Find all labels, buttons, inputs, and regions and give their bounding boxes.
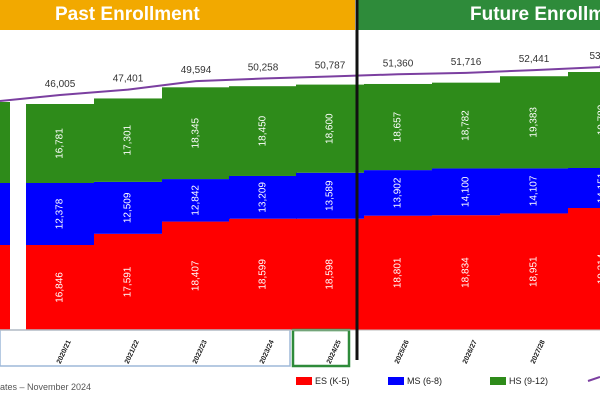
bar-segment-ms — [500, 168, 568, 214]
data-label-ms: 14,107 — [529, 175, 540, 206]
bar-segment-hs — [162, 87, 230, 180]
data-label-hs: 19,780 — [597, 104, 600, 135]
total-data-label: 47,401 — [113, 74, 144, 85]
bar-segment-hs — [229, 86, 297, 176]
bar-segment-hs — [94, 98, 162, 182]
data-label-hs: 18,345 — [191, 117, 202, 148]
data-label-es: 18,598 — [325, 259, 336, 290]
total-data-label: 50,787 — [315, 61, 346, 72]
data-label-ms: 12,842 — [191, 185, 202, 216]
bar-segment-ms — [432, 168, 500, 216]
data-label-ms: 12,378 — [55, 198, 66, 229]
x-tick-label: 2027/28 — [530, 339, 547, 365]
future-enrollment-banner: Future Enrollme — [358, 0, 600, 30]
legend-label-es: ES (K-5) — [315, 376, 350, 386]
bar-segment-es — [94, 233, 162, 330]
data-label-ms: 14,151 — [597, 172, 600, 203]
x-tick-label: 2024/25 — [326, 339, 343, 365]
data-label-ms: 13,589 — [325, 180, 336, 211]
data-label-es: 19,314 — [597, 253, 600, 284]
bar-segment-hs-partial — [0, 102, 10, 183]
bar-segment-ms — [364, 170, 432, 216]
data-label-es: 18,407 — [191, 260, 202, 291]
data-label-hs: 17,301 — [123, 124, 134, 155]
bar-segment-hs — [500, 76, 568, 169]
bar-segment-es — [432, 215, 500, 330]
legend-total-line — [587, 376, 600, 382]
bar-segment-hs — [432, 82, 500, 169]
source-note: ates – November 2024 — [0, 382, 92, 392]
data-label-es: 18,599 — [258, 259, 269, 290]
bar-segment-es — [229, 218, 297, 330]
total-enrollment-line — [0, 65, 600, 102]
legend-swatch-es — [296, 377, 312, 385]
x-tick-label: 2021/22 — [124, 339, 141, 365]
data-label-es: 17,591 — [123, 266, 134, 297]
bar-segment-ms — [229, 175, 297, 219]
legend-swatch-hs — [490, 377, 506, 385]
x-tick-label: 2023/24 — [259, 339, 276, 365]
bar-segment-es — [296, 218, 364, 330]
bar-segment-hs — [26, 104, 94, 183]
bar-segment-es — [26, 245, 94, 330]
data-label-es: 18,801 — [393, 257, 404, 288]
highlight-box-2024-25 — [291, 328, 351, 368]
future-enrollment-label: Future Enrollme — [470, 4, 600, 25]
data-label-ms: 14,100 — [461, 176, 472, 207]
total-data-label: 51,360 — [383, 58, 414, 69]
data-label-hs: 18,600 — [325, 113, 336, 144]
bar-segment-ms — [162, 179, 230, 222]
bar-segment-es — [568, 208, 600, 330]
past-enrollment-banner: Past Enrollment — [0, 0, 355, 30]
bar-segment-ms — [568, 168, 600, 208]
past-enrollment-label: Past Enrollment — [55, 4, 200, 25]
total-data-label: 49,594 — [181, 65, 212, 76]
bar-segment-es — [162, 221, 230, 330]
legend-item-ms: MS (6-8) — [388, 374, 442, 388]
data-label-es: 18,951 — [529, 256, 540, 287]
legend-swatch-ms — [388, 377, 404, 385]
data-label-es: 18,834 — [461, 257, 472, 288]
data-label-hs: 18,782 — [461, 110, 472, 141]
x-tick-label: 2025/26 — [394, 339, 411, 365]
total-data-label: 50,258 — [248, 63, 279, 74]
total-data-label: 46,005 — [45, 79, 76, 90]
bar-segment-ms — [94, 181, 162, 234]
x-tick-label: 2026/27 — [462, 339, 479, 365]
legend-label-hs: HS (9-12) — [509, 376, 549, 386]
legend-label-ms: MS (6-8) — [407, 376, 443, 386]
data-label-hs: 18,657 — [393, 111, 404, 142]
bar-segment-es — [364, 215, 432, 330]
bar-segment-ms — [296, 172, 364, 219]
x-tick-label: 2022/23 — [192, 339, 209, 365]
data-label-hs: 18,450 — [258, 115, 269, 146]
data-label-es: 16,846 — [55, 272, 66, 303]
data-label-hs: 19,383 — [529, 107, 540, 138]
bar-segment-hs — [364, 83, 432, 171]
past-axis-frame — [0, 329, 291, 367]
data-label-ms: 13,209 — [258, 182, 269, 213]
total-data-label: 53,24 — [589, 51, 600, 62]
bar-segment-es-partial — [0, 245, 10, 330]
legend-item-hs: HS (9-12) — [490, 374, 548, 388]
bar-segment-ms — [26, 183, 94, 245]
x-tick-label: 2020/21 — [56, 339, 73, 365]
data-label-ms: 13,902 — [393, 177, 404, 208]
total-data-label: 51,716 — [451, 57, 482, 68]
data-label-ms: 12,509 — [123, 192, 134, 223]
data-label-hs: 16,781 — [55, 128, 66, 159]
total-data-label: 52,441 — [519, 54, 550, 65]
bar-segment-hs — [296, 84, 364, 173]
legend-item-es: ES (K-5) — [296, 374, 350, 388]
bar-segment-hs — [568, 72, 600, 168]
bar-segment-es — [500, 213, 568, 330]
bar-segment-ms-partial — [0, 183, 10, 245]
